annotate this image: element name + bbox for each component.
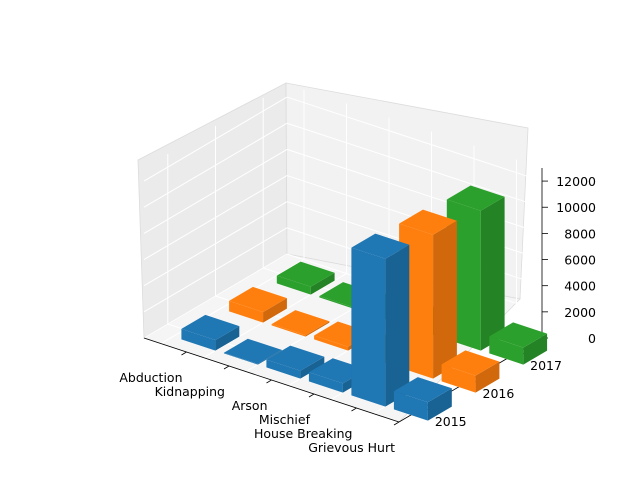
z-tick-label: 0: [588, 331, 596, 346]
bar-side: [385, 244, 410, 407]
x-tick: [266, 379, 272, 384]
z-tick-label: 10000: [556, 200, 596, 215]
bar-front: [319, 296, 354, 309]
bar-side: [310, 272, 335, 295]
bar-side: [257, 349, 282, 365]
bar-front: [393, 391, 428, 421]
bar-top: [266, 345, 325, 371]
bar-side: [475, 361, 500, 393]
bar: [266, 345, 325, 379]
bar: [276, 261, 335, 295]
x-tick-label: Grievous Hurt: [308, 440, 395, 455]
bar-side: [427, 388, 452, 421]
grid-line: [160, 89, 305, 345]
bar: [271, 310, 330, 337]
bar-side: [215, 326, 240, 351]
x-tick-label: Kidnapping: [155, 384, 225, 399]
bar-top: [399, 209, 457, 235]
bar-front: [351, 247, 386, 407]
x-tick-label: Arson: [232, 398, 268, 413]
bar-side: [480, 196, 505, 351]
bar: [181, 314, 240, 351]
bar-side: [300, 356, 325, 379]
bar: [229, 286, 287, 323]
x-tick: [308, 393, 315, 398]
bar-top: [181, 314, 240, 341]
bar-top: [441, 350, 500, 376]
x-tick-label: Mischief: [259, 412, 311, 427]
bar-top: [446, 185, 505, 211]
z-tick-label: 4000: [564, 279, 596, 294]
bar-front: [229, 300, 264, 323]
bar-top: [489, 322, 548, 348]
bar-front: [223, 352, 258, 365]
bar-top: [276, 261, 335, 287]
bar: [393, 377, 452, 421]
y-tick-label: 2017: [530, 358, 562, 373]
bar-side: [305, 321, 330, 337]
grid-line: [203, 103, 347, 359]
x-tick: [351, 407, 357, 412]
bar-top: [351, 233, 410, 259]
bar-top: [393, 377, 452, 403]
y-tick-label: 2015: [435, 414, 467, 429]
bar-side: [523, 333, 548, 365]
y-tick-label: 2016: [483, 386, 515, 401]
bar-front: [181, 328, 216, 351]
bar-front: [489, 336, 524, 365]
bar-top: [223, 338, 282, 364]
grid-line: [286, 96, 543, 182]
bar-side: [433, 220, 457, 379]
bar-front: [266, 359, 301, 379]
z-tick-label: 8000: [564, 226, 596, 241]
bar-front: [271, 324, 306, 337]
x-tick-label: House Breaking: [254, 426, 353, 441]
bar-side: [263, 298, 287, 323]
grid-line: [286, 122, 543, 208]
bar: [223, 338, 282, 365]
bar: [351, 233, 410, 407]
x-tick: [223, 365, 230, 370]
z-tick-label: 12000: [556, 174, 596, 189]
bar: [489, 322, 548, 365]
x-tick: [181, 351, 187, 356]
bar-front: [441, 364, 476, 393]
x-tick: [393, 421, 400, 426]
z-tick-label: 2000: [564, 305, 596, 320]
x-tick-label: Abduction: [119, 370, 182, 385]
bar: [441, 350, 500, 393]
bar-front: [276, 275, 311, 295]
bars: [181, 185, 548, 421]
z-tick-label: 6000: [564, 253, 596, 268]
bar-front: [314, 335, 349, 351]
bar-top: [229, 286, 287, 313]
bar-front: [308, 372, 343, 393]
bar-top: [271, 310, 330, 336]
